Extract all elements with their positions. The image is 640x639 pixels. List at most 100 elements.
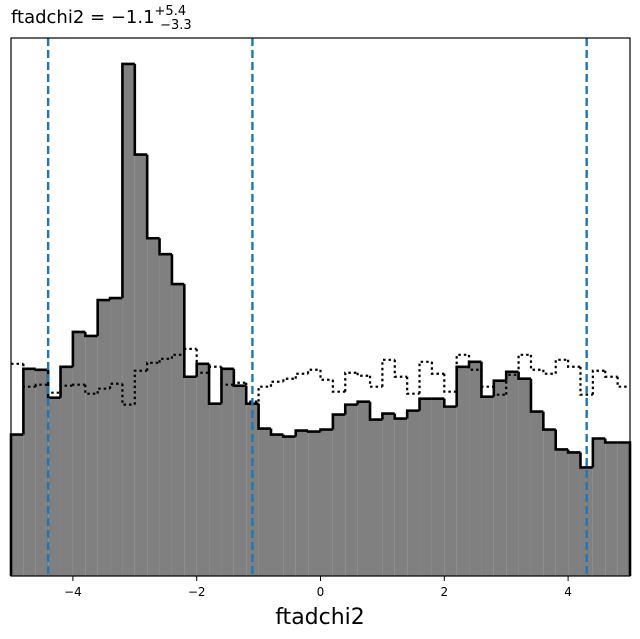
bar-outline [83, 331, 98, 338]
bar [357, 401, 371, 576]
dotted-step [96, 387, 111, 394]
bar-outline [343, 403, 358, 415]
bar [11, 434, 24, 576]
title-main: ftadchi2 = −1.1 [11, 7, 155, 28]
bar-outline [232, 368, 247, 388]
bar-outline [96, 298, 111, 336]
bar-outline [183, 284, 197, 379]
dotted-step [220, 366, 234, 386]
bar [122, 63, 135, 577]
bar-outline [59, 365, 73, 398]
dotted-step [282, 377, 296, 382]
bar [394, 418, 408, 576]
bar [270, 434, 284, 576]
bar [97, 300, 111, 576]
bar [209, 403, 222, 576]
dotted-step [406, 376, 420, 395]
dotted-step [183, 347, 197, 355]
bar [72, 331, 86, 576]
dotted-step [344, 371, 358, 392]
bar [332, 414, 346, 576]
dotted-step [269, 380, 284, 387]
dotted-step [59, 384, 73, 393]
bar-outline [529, 378, 544, 413]
dotted-step [245, 382, 259, 403]
bar-outline [269, 428, 284, 436]
bar [283, 436, 296, 576]
bar-outline [517, 371, 531, 381]
bar-outline [34, 368, 49, 372]
dotted-step [443, 373, 457, 393]
bar-outline [22, 367, 36, 435]
dotted-step [430, 361, 445, 375]
bar [320, 429, 333, 576]
bar-outline [207, 363, 222, 405]
bar [555, 449, 569, 576]
bar [469, 361, 482, 576]
x-tick-label: −4 [64, 585, 82, 599]
dotted-step [319, 369, 333, 381]
bar-outline [294, 429, 309, 437]
bar [568, 452, 581, 576]
bar-outline [368, 401, 383, 421]
bar [233, 385, 247, 576]
dotted-step [207, 365, 222, 373]
bar-outline [319, 428, 333, 432]
dotted-step [480, 369, 494, 388]
dotted-step [294, 372, 309, 379]
bar [48, 397, 61, 576]
bar-outline [480, 361, 494, 398]
dotted-step [307, 368, 321, 374]
dotted-step [47, 384, 61, 394]
bar-outline [566, 449, 581, 454]
bar [110, 298, 123, 576]
dotted-step [567, 359, 581, 368]
bar-outline [418, 397, 432, 411]
bar [444, 406, 457, 576]
bar-outline [331, 413, 346, 430]
bar [493, 380, 507, 576]
dotted-step [579, 366, 593, 396]
bar [617, 442, 630, 576]
bar [23, 368, 36, 576]
bar [258, 428, 271, 576]
dotted-step [146, 361, 160, 371]
bar [407, 410, 420, 576]
bar-outline [356, 400, 371, 405]
dotted-step [257, 385, 271, 402]
bar [605, 442, 618, 576]
dotted-step [121, 383, 135, 406]
bar-outline [455, 365, 470, 407]
dotted-step [232, 381, 247, 385]
dotted-step [542, 369, 556, 375]
x-tick-label: 0 [317, 585, 325, 599]
dotted-step [517, 353, 531, 375]
dotted-step [84, 384, 98, 395]
dotted-step [331, 379, 346, 393]
title-upper: +5.4 [155, 4, 187, 19]
bar [456, 366, 470, 576]
dotted-step [195, 348, 210, 374]
bar [196, 363, 210, 576]
bar-outline [133, 63, 148, 156]
bar [345, 404, 358, 576]
bar [518, 378, 531, 576]
dotted-step [133, 369, 148, 405]
bar [592, 438, 606, 576]
dotted-step [356, 372, 371, 377]
bar-outline [542, 411, 556, 431]
bar-outline [257, 403, 271, 430]
dotted-step [467, 354, 482, 371]
bar-outline [306, 430, 321, 433]
bar-outline [121, 62, 135, 299]
bar-outline [554, 429, 569, 451]
bar [506, 371, 519, 576]
bar-outline [145, 154, 160, 240]
bar-outline [108, 296, 123, 301]
bar [171, 284, 185, 576]
dotted-step [393, 359, 408, 378]
bar [295, 430, 309, 576]
bar [221, 368, 234, 576]
dotted-step [381, 358, 395, 387]
dotted-step [455, 353, 470, 392]
